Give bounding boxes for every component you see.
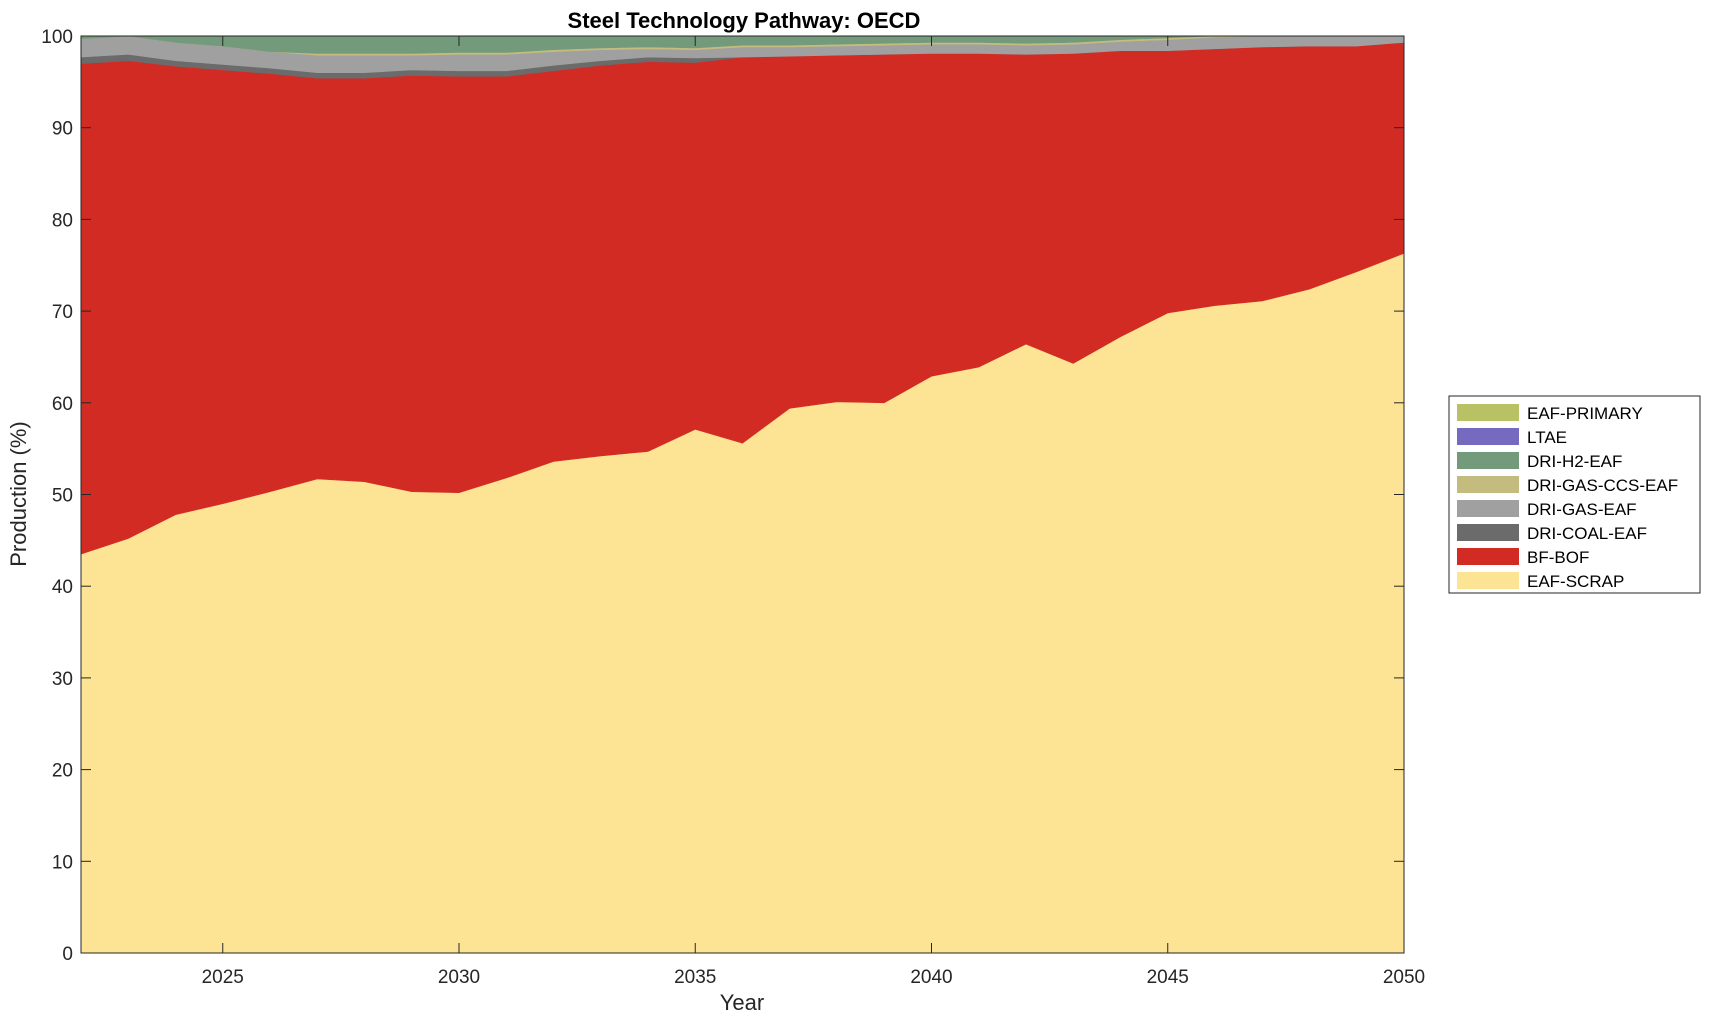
y-tick-label: 80	[52, 210, 73, 231]
legend-label: DRI-GAS-CCS-EAF	[1527, 476, 1678, 495]
legend-swatch	[1457, 548, 1519, 565]
legend-swatch	[1457, 404, 1519, 421]
legend-label: EAF-PRIMARY	[1527, 404, 1643, 423]
x-axis-label: Year	[720, 990, 764, 1015]
legend-swatch	[1457, 428, 1519, 445]
x-tick-label: 2030	[438, 967, 480, 988]
legend-item-dri-gas-eaf: DRI-GAS-EAF	[1457, 500, 1637, 519]
legend-item-ltae: LTAE	[1457, 428, 1567, 447]
legend-label: LTAE	[1527, 428, 1567, 447]
legend-label: EAF-SCRAP	[1527, 572, 1624, 591]
axis-ticks: 2025 2030 2035 2040 2045 20500102030405060708…	[41, 27, 1425, 988]
legend: EAF-PRIMARY LTAE DRI-H2-EAF DRI-GAS-CCS-EAF…	[1448, 395, 1701, 594]
chart-title: Steel Technology Pathway: OECD	[568, 8, 921, 33]
y-tick-label: 30	[52, 669, 73, 690]
legend-item-bf-bof: BF-BOF	[1457, 548, 1589, 567]
legend-item-dri-gas-ccs-eaf: DRI-GAS-CCS-EAF	[1457, 476, 1678, 495]
y-tick-label: 90	[52, 119, 73, 140]
y-tick-label: 70	[52, 302, 73, 323]
legend-label: BF-BOF	[1527, 548, 1589, 567]
legend-label: DRI-GAS-EAF	[1527, 500, 1637, 519]
legend-swatch	[1457, 572, 1519, 589]
y-tick-label: 60	[52, 394, 73, 415]
legend-item-eaf-scrap: EAF-SCRAP	[1457, 572, 1624, 591]
stacked-areas	[80, 35, 1405, 954]
legend-item-dri-h2-eaf: DRI-H2-EAF	[1457, 452, 1622, 471]
legend-swatch	[1457, 452, 1519, 469]
x-tick-label: 2040	[910, 967, 952, 988]
x-tick-label: 2050	[1383, 967, 1425, 988]
x-tick-label: 2045	[1147, 967, 1189, 988]
legend-swatch	[1457, 476, 1519, 493]
y-tick-label: 10	[52, 852, 73, 873]
legend-items: EAF-PRIMARY LTAE DRI-H2-EAF DRI-GAS-CCS-EAF…	[1457, 404, 1678, 591]
y-tick-label: 0	[62, 944, 73, 965]
y-tick-label: 50	[52, 486, 73, 507]
legend-swatch	[1457, 524, 1519, 541]
legend-label: DRI-COAL-EAF	[1527, 524, 1647, 543]
y-axis-label: Production (%)	[6, 421, 31, 567]
y-tick-label: 100	[41, 27, 73, 48]
legend-swatch	[1457, 500, 1519, 517]
y-tick-label: 40	[52, 577, 73, 598]
legend-item-eaf-primary: EAF-PRIMARY	[1457, 404, 1643, 423]
x-tick-label: 2025	[202, 967, 244, 988]
legend-item-dri-coal-eaf: DRI-COAL-EAF	[1457, 524, 1647, 543]
x-tick-label: 2035	[674, 967, 716, 988]
legend-label: DRI-H2-EAF	[1527, 452, 1622, 471]
y-tick-label: 20	[52, 761, 73, 782]
